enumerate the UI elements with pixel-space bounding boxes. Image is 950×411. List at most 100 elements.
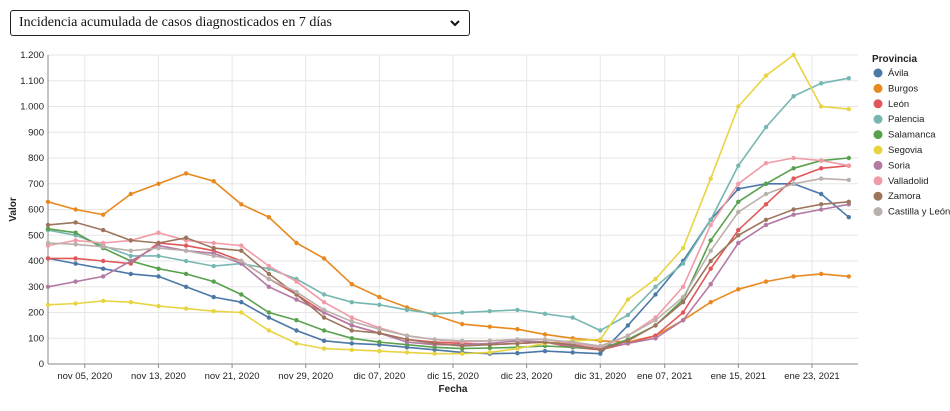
legend-label-6: Soria [888, 160, 911, 171]
series-point-4 [156, 266, 161, 271]
series-point-9 [598, 343, 603, 349]
series-point-3 [653, 284, 658, 289]
series-point-1 [460, 321, 465, 327]
series-point-3 [377, 302, 382, 307]
series-point-2 [763, 202, 769, 207]
series-point-3 [211, 263, 216, 269]
x-tick-label: ene 07, 2021 [637, 371, 692, 382]
series-point-3 [542, 311, 548, 316]
x-tick-label: ene 15, 2021 [711, 371, 766, 382]
series-point-5 [349, 347, 354, 352]
x-tick-label: dic 07, 2020 [353, 371, 405, 382]
y-tick-label: 300 [28, 282, 44, 293]
series-point-1 [763, 279, 769, 284]
series-point-1 [708, 300, 713, 305]
series-point-0 [156, 274, 161, 279]
y-tick-label: 700 [28, 179, 44, 190]
series-point-1 [321, 256, 327, 261]
series-point-8 [377, 330, 382, 336]
series-point-8 [708, 258, 713, 264]
series-point-4 [487, 345, 492, 351]
series-point-5 [763, 73, 769, 78]
series-point-5 [515, 346, 520, 351]
series-point-9 [515, 337, 520, 342]
series-point-1 [487, 324, 492, 329]
series-point-0 [211, 294, 216, 300]
series-point-5 [736, 104, 741, 109]
series-point-5 [321, 346, 327, 351]
series-line-1 [47, 172, 849, 343]
series-point-7 [349, 315, 354, 320]
series-point-8 [625, 338, 631, 343]
y-tick-label: 800 [28, 153, 44, 164]
legend-label-1: Burgos [888, 83, 918, 94]
series-point-8 [763, 217, 769, 222]
y-tick-label: 100 [28, 333, 44, 344]
series-point-4 [708, 238, 713, 243]
series-point-8 [128, 238, 133, 243]
metric-select-value: Incidencia acumulada de casos diagnostic… [19, 15, 332, 30]
series-point-1 [45, 199, 51, 204]
x-tick-label: dic 15, 2020 [427, 371, 479, 382]
series-point-8 [598, 347, 603, 352]
series-point-3 [763, 124, 769, 130]
series-point-5 [846, 106, 851, 112]
series-point-9 [73, 242, 78, 247]
series-point-9 [183, 248, 189, 253]
legend-swatch-7 [873, 176, 883, 186]
series-point-8 [349, 328, 354, 333]
series-point-7 [846, 163, 851, 168]
series-point-1 [542, 332, 548, 337]
series-point-0 [653, 292, 658, 297]
series-point-6 [791, 212, 796, 217]
series-point-2 [708, 266, 713, 271]
series-point-0 [736, 186, 741, 192]
series-point-7 [156, 230, 161, 235]
series-point-5 [101, 298, 106, 304]
series-point-1 [846, 274, 851, 279]
series-point-4 [239, 292, 244, 297]
series-point-9 [570, 339, 575, 345]
legend-label-2: León [888, 99, 909, 110]
legend-swatch-8 [873, 191, 883, 201]
series-point-9 [487, 338, 492, 343]
series-point-8 [432, 341, 437, 346]
series-point-6 [680, 318, 686, 323]
series-point-2 [736, 227, 741, 233]
series-point-1 [73, 207, 78, 212]
series-point-6 [266, 284, 272, 289]
legend-label-5: Segovia [888, 145, 923, 156]
y-axis-title: Valor [8, 197, 19, 222]
series-point-5 [653, 276, 658, 282]
series-point-4 [846, 155, 851, 161]
series-point-6 [73, 279, 78, 284]
series-point-3 [846, 76, 851, 81]
series-line-0 [47, 183, 850, 355]
series-point-3 [349, 300, 354, 305]
series-point-2 [183, 243, 189, 248]
series-point-9 [101, 244, 106, 249]
series-point-3 [432, 311, 437, 316]
series-point-3 [680, 261, 686, 266]
series-point-4 [73, 230, 78, 235]
series-point-0 [73, 261, 78, 266]
series-point-4 [183, 271, 189, 277]
y-tick-label: 1.100 [20, 76, 44, 87]
legend-label-7: Valladolid [888, 176, 929, 187]
y-tick-label: 1.000 [20, 102, 44, 113]
x-tick-label: dic 23, 2020 [501, 371, 553, 382]
series-point-5 [598, 337, 603, 342]
series-point-8 [404, 337, 410, 342]
series-point-8 [266, 271, 272, 277]
series-point-1 [294, 240, 299, 246]
series-point-0 [598, 351, 603, 356]
series-point-0 [542, 348, 548, 354]
series-point-8 [736, 233, 741, 238]
metric-select[interactable]: Incidencia acumulada de casos diagnostic… [10, 10, 470, 36]
series-point-6 [736, 240, 741, 246]
series-point-5 [266, 328, 272, 333]
series-point-6 [819, 207, 824, 212]
series-point-0 [321, 338, 327, 343]
series-point-9 [763, 191, 769, 197]
